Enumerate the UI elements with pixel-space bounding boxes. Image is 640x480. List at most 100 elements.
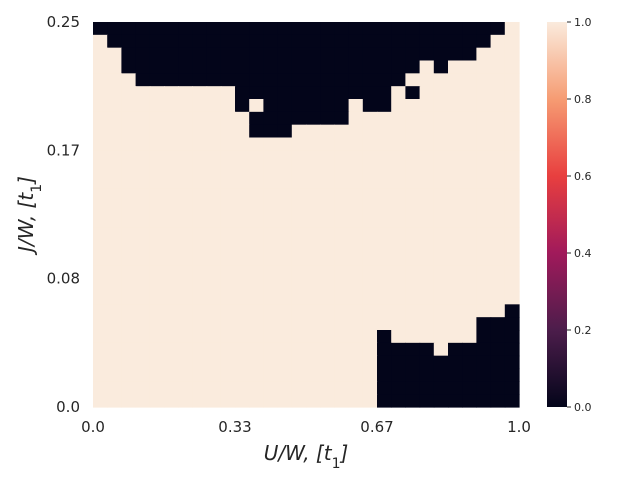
colorbar — [547, 22, 567, 407]
heatmap-cell — [164, 227, 179, 241]
heatmap-cell — [490, 176, 506, 190]
heatmap-cell — [206, 368, 222, 382]
heatmap-cell — [504, 394, 520, 408]
heatmap-cell — [377, 278, 392, 293]
heatmap-cell — [504, 317, 520, 331]
heatmap-cell — [164, 47, 179, 62]
heatmap-cell — [334, 60, 350, 74]
heatmap-cell — [291, 137, 307, 151]
heatmap-cell — [135, 73, 151, 87]
heatmap-cell — [476, 111, 492, 126]
heatmap-cell — [107, 265, 122, 280]
heatmap-cell — [362, 381, 378, 395]
heatmap-cell — [504, 330, 520, 344]
heatmap-cell — [504, 111, 520, 126]
heatmap-cell — [206, 124, 222, 139]
heatmap-cell — [121, 163, 137, 177]
heatmap-cell — [306, 163, 321, 177]
heatmap-cell — [93, 227, 108, 241]
heatmap-cell — [476, 355, 492, 370]
heatmap-cell — [220, 227, 236, 241]
heatmap-cell — [192, 111, 208, 126]
heatmap-cell — [220, 304, 236, 318]
heatmap-cell — [277, 227, 293, 241]
heatmap-cell — [334, 73, 350, 87]
heatmap-cell — [149, 73, 165, 87]
heatmap-cell — [291, 265, 307, 280]
heatmap-cell — [235, 60, 250, 74]
heatmap-cell — [462, 214, 477, 228]
heatmap-cell — [178, 394, 193, 408]
heatmap-cell — [249, 291, 264, 305]
heatmap-cell — [433, 368, 449, 382]
heatmap-cell — [220, 381, 236, 395]
heatmap-cell — [320, 278, 335, 293]
heatmap-cell — [504, 214, 520, 228]
heatmap-cell — [235, 163, 250, 177]
heatmap-cell — [192, 176, 208, 190]
heatmap-cell — [291, 330, 307, 344]
heatmap-cell — [405, 355, 421, 370]
heatmap-cell — [178, 253, 193, 267]
heatmap-cell — [107, 291, 122, 305]
heatmap-cell — [220, 73, 236, 87]
heatmap-cell — [93, 22, 108, 36]
heatmap-cell — [249, 47, 264, 62]
heatmap-cell — [291, 381, 307, 395]
heatmap-cell — [504, 47, 520, 62]
heatmap-cell — [334, 150, 350, 164]
heatmap-cell — [149, 176, 165, 190]
heatmap-cell — [476, 176, 492, 190]
heatmap-cell — [320, 394, 335, 408]
heatmap-cell — [164, 355, 179, 370]
heatmap-cell — [476, 22, 492, 36]
heatmap-cell — [291, 124, 307, 139]
heatmap-cell — [348, 99, 364, 113]
heatmap-cell — [334, 227, 350, 241]
heatmap-cell — [220, 99, 236, 113]
heatmap-cell — [306, 291, 321, 305]
heatmap-cell — [348, 201, 364, 216]
heatmap-cell — [107, 22, 122, 36]
heatmap-cell — [291, 317, 307, 331]
heatmap-cell — [235, 73, 250, 87]
heatmap-cell — [348, 291, 364, 305]
heatmap-cell — [107, 330, 122, 344]
heatmap-cell — [476, 291, 492, 305]
heatmap-cell — [220, 265, 236, 280]
heatmap-cell — [362, 99, 378, 113]
heatmap-cell — [135, 150, 151, 164]
heatmap-cell — [348, 34, 364, 49]
heatmap-cell — [291, 253, 307, 267]
heatmap-cell — [448, 99, 463, 113]
heatmap-cell — [362, 111, 378, 126]
heatmap-cell — [121, 137, 137, 151]
heatmap-cell — [306, 22, 321, 36]
heatmap-cell — [405, 317, 421, 331]
heatmap-cell — [433, 99, 449, 113]
heatmap-cell — [405, 394, 421, 408]
heatmap-cell — [121, 330, 137, 344]
heatmap-cell — [178, 317, 193, 331]
heatmap-cell — [149, 22, 165, 36]
heatmap-cell — [433, 265, 449, 280]
heatmap-cell — [405, 201, 421, 216]
heatmap-cell — [93, 163, 108, 177]
heatmap-cell — [504, 22, 520, 36]
heatmap-cell — [192, 278, 208, 293]
heatmap-cell — [462, 355, 477, 370]
heatmap-cell — [277, 22, 293, 36]
heatmap-cell — [306, 330, 321, 344]
heatmap-cell — [362, 47, 378, 62]
heatmap-cell — [121, 60, 137, 74]
heatmap-cell — [448, 111, 463, 126]
heatmap-cell — [164, 214, 179, 228]
heatmap-cell — [391, 317, 406, 331]
heatmap-cell — [476, 317, 492, 331]
heatmap-cell — [164, 150, 179, 164]
heatmap-cell — [320, 355, 335, 370]
heatmap-cell — [107, 163, 122, 177]
heatmap-cell — [348, 381, 364, 395]
heatmap-cell — [249, 111, 264, 126]
heatmap-cell — [164, 291, 179, 305]
